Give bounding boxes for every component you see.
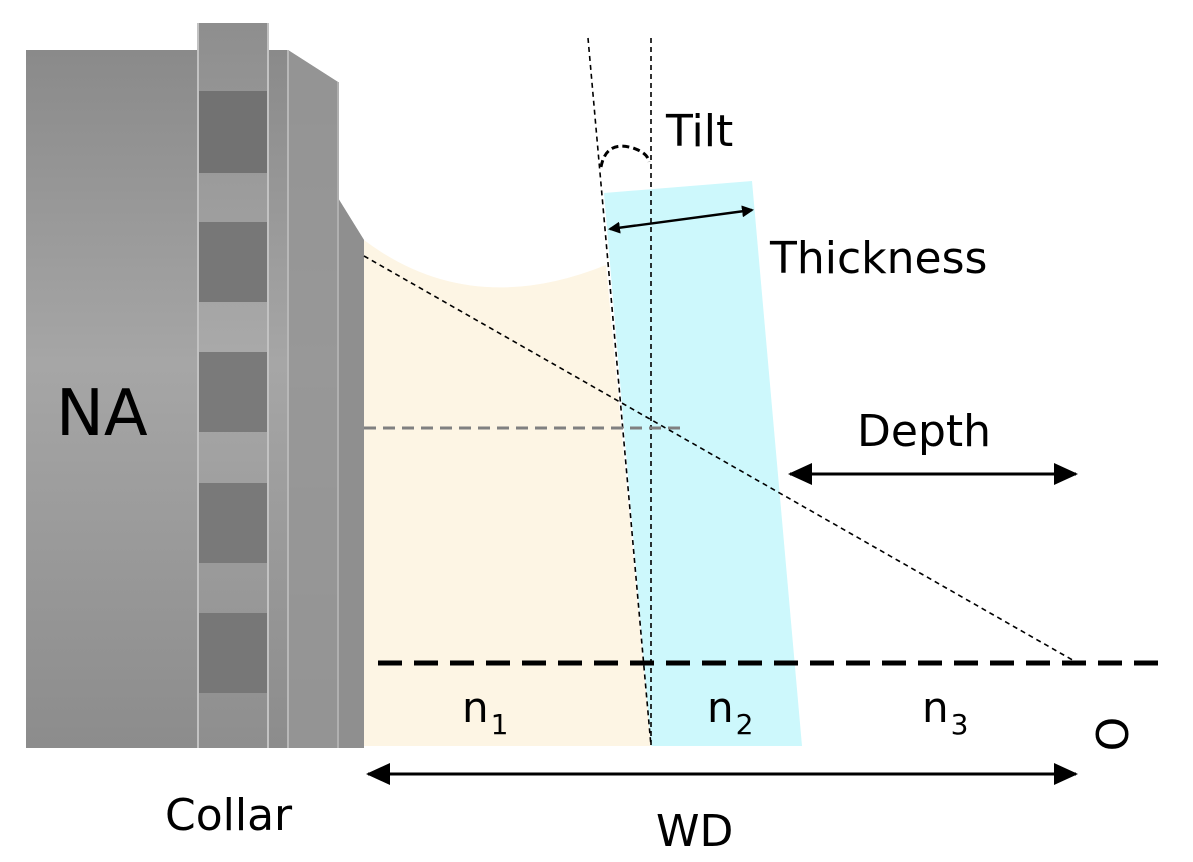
n2-label: n2 <box>707 683 753 741</box>
thickness-label: Thickness <box>769 233 987 284</box>
correction-collar <box>197 23 269 748</box>
coverslip <box>604 181 802 746</box>
marginal-ray-line <box>363 255 1077 663</box>
collar-label: Collar <box>165 790 293 841</box>
immersion-medium <box>364 240 651 746</box>
thickness-arrow <box>608 205 754 234</box>
objective-body <box>26 50 364 748</box>
tilt-label: Tilt <box>665 106 733 157</box>
n3-label: n3 <box>922 683 968 741</box>
tilt-angle-arc <box>599 144 651 168</box>
na-label: NA <box>56 377 148 451</box>
wd-label: WD <box>656 806 733 857</box>
depth-label: Depth <box>857 406 991 457</box>
tilted-axis-line <box>587 37 652 747</box>
origin-label: O <box>1085 717 1136 752</box>
n1-label: n1 <box>462 683 508 741</box>
